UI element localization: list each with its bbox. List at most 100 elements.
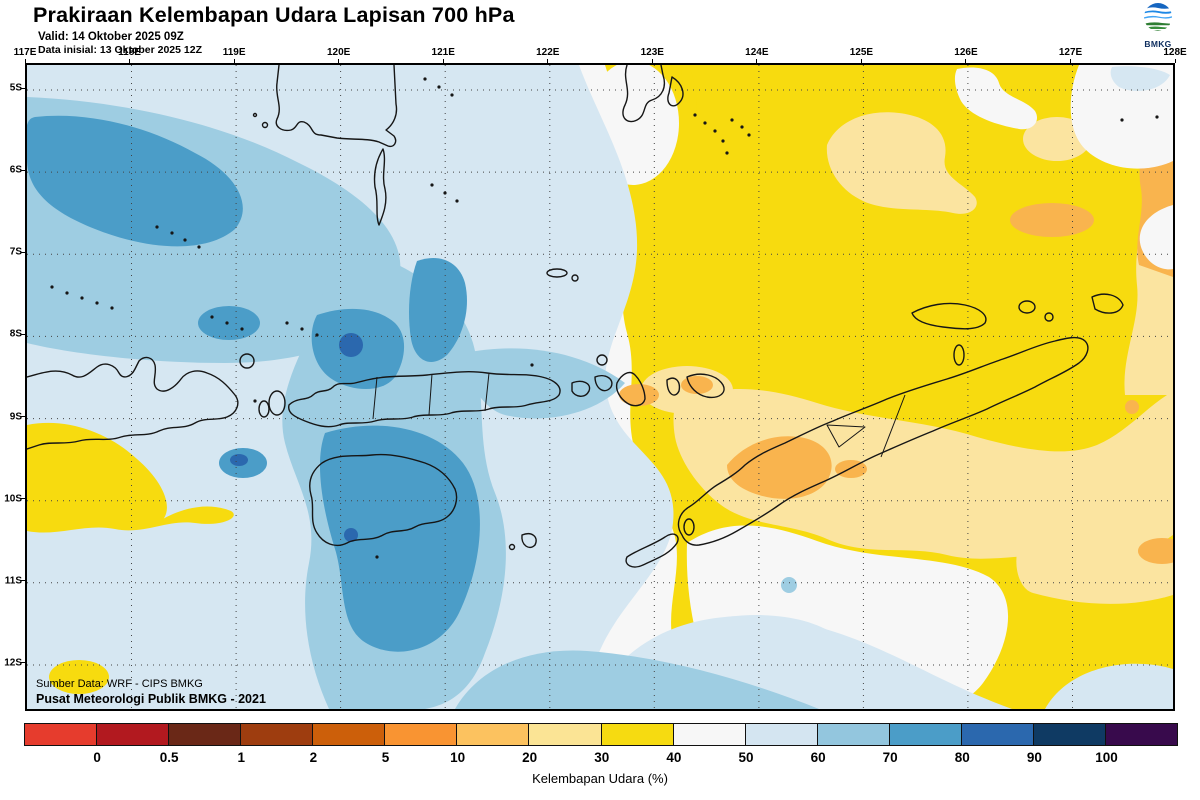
colorbar-segment [817, 724, 890, 745]
lat-tick [21, 662, 25, 664]
coast-moyo [239, 353, 255, 369]
bmkg-globe-icon [1144, 3, 1172, 31]
colorbar-tick: 90 [1026, 750, 1042, 765]
lat-label: 8S [9, 328, 22, 340]
colorbar-tick: 0.5 [159, 750, 179, 765]
fill-20-30-se-band [1016, 529, 1173, 604]
fill-50-60-corner [1045, 663, 1173, 709]
fill-10-20-ne [1010, 203, 1094, 237]
lon-tick [1174, 59, 1176, 63]
coast-rote [625, 533, 679, 568]
fill-70-80-northwest [27, 115, 243, 247]
fill-40-50-ne-corner [1070, 65, 1173, 169]
colorbar-tick: 70 [882, 750, 898, 765]
lat-tick [21, 169, 25, 171]
colorbar-tick: 80 [954, 750, 970, 765]
coast-muna [667, 76, 684, 107]
lon-label: 124E [745, 47, 769, 58]
fill-10-20-dot [1125, 400, 1139, 414]
lon-tick [233, 59, 235, 63]
coast-buton [622, 65, 666, 123]
colorbar-segment [385, 724, 458, 745]
lon-label: 128E [1163, 47, 1187, 58]
coast-pantar [666, 377, 681, 396]
coast-alor [686, 373, 725, 399]
coast-atauro [953, 344, 965, 366]
lon-label: 119E [222, 47, 246, 58]
lat-tick [21, 87, 25, 89]
lon-tick [756, 59, 758, 63]
lon-tick [965, 59, 967, 63]
fill-20-30-timor [673, 388, 1173, 561]
coast-timor [677, 336, 1089, 546]
colorbar-tick: 10 [450, 750, 466, 765]
colorbar-tick: 60 [810, 750, 826, 765]
fill-10-20-lembata [619, 384, 659, 406]
lon-label: 125E [849, 47, 874, 58]
fill-80-90-spot-sumba [344, 528, 358, 542]
colorbar-tick: 1 [237, 750, 246, 765]
colorbar-segment [25, 724, 98, 745]
lat-tick [21, 333, 25, 335]
border-timor-leste [880, 394, 906, 458]
lon-label: 117E [13, 47, 37, 58]
coast-islet-b [252, 112, 258, 118]
colorbar-segment [241, 724, 314, 745]
fill-70-80-spot-west [198, 306, 260, 340]
border-flores-2 [428, 373, 433, 416]
colorbar-segment [1033, 724, 1106, 745]
lon-label: 120E [326, 47, 351, 58]
fill-40-50-right-edge [1139, 205, 1173, 270]
lon-tick [651, 59, 653, 63]
source-data-line: Sumber Data: WRF - CIPS BMKG [36, 678, 203, 690]
coast-adonara [594, 375, 613, 392]
publisher-line: Pusat Meteorologi Publik BMKG - 2021 [36, 692, 266, 706]
bmkg-logo-label: BMKG [1144, 39, 1172, 49]
bmkg-logo: BMKG [1138, 2, 1178, 49]
colorbar-segment [1105, 724, 1177, 745]
border-oecusse [826, 424, 866, 448]
coast-sumbawa [27, 356, 239, 450]
coast-ndao [508, 543, 516, 551]
lon-tick [129, 59, 131, 63]
colorbar-tick: 40 [666, 750, 682, 765]
fill-80-90-spot-a [339, 333, 363, 357]
lon-label: 118E [118, 47, 141, 58]
lon-label: 121E [431, 47, 455, 58]
lat-tick [21, 580, 25, 582]
coast-savu [521, 533, 537, 549]
lon-tick [547, 59, 549, 63]
border-flores-1 [372, 376, 378, 420]
fill-50-60-ne-corner [1110, 66, 1170, 91]
fill-20-30-duck [826, 112, 977, 214]
lon-label: 127E [1058, 47, 1083, 58]
coast-solor [571, 380, 591, 397]
lat-label: 5S [9, 82, 22, 94]
lon-label: 126E [954, 47, 978, 58]
fill-10-20-alor [681, 376, 713, 394]
lat-label: 9S [9, 411, 22, 423]
fill-30-40-west-blob [27, 422, 234, 533]
colorbar-segment [745, 724, 818, 745]
valid-time-line: Valid: 14 Oktober 2025 09Z [38, 31, 184, 43]
coast-flores [288, 371, 561, 428]
colorbar-caption: Kelembapan Udara (%) [532, 771, 668, 786]
colorbar-segment [169, 724, 242, 745]
lat-tick [21, 416, 25, 418]
colorbar-tick: 2 [309, 750, 318, 765]
coast-rinca [258, 400, 270, 418]
map-canvas: Sumber Data: WRF - CIPS BMKG Pusat Meteo… [25, 63, 1175, 711]
island-specks [50, 77, 1159, 559]
fill-60-70-east-tongue [465, 348, 625, 419]
coast-sulawesi [275, 65, 398, 148]
lon-label: 123E [640, 47, 664, 58]
colorbar-segment [97, 724, 170, 745]
fill-10-20-timor [727, 436, 832, 499]
colorbar-segment [889, 724, 962, 745]
lat-label: 7S [9, 246, 22, 258]
coast-liran [1018, 300, 1036, 314]
coast-semau [683, 518, 695, 536]
colorbar-segment [601, 724, 674, 745]
coast-islet-a [261, 121, 269, 129]
